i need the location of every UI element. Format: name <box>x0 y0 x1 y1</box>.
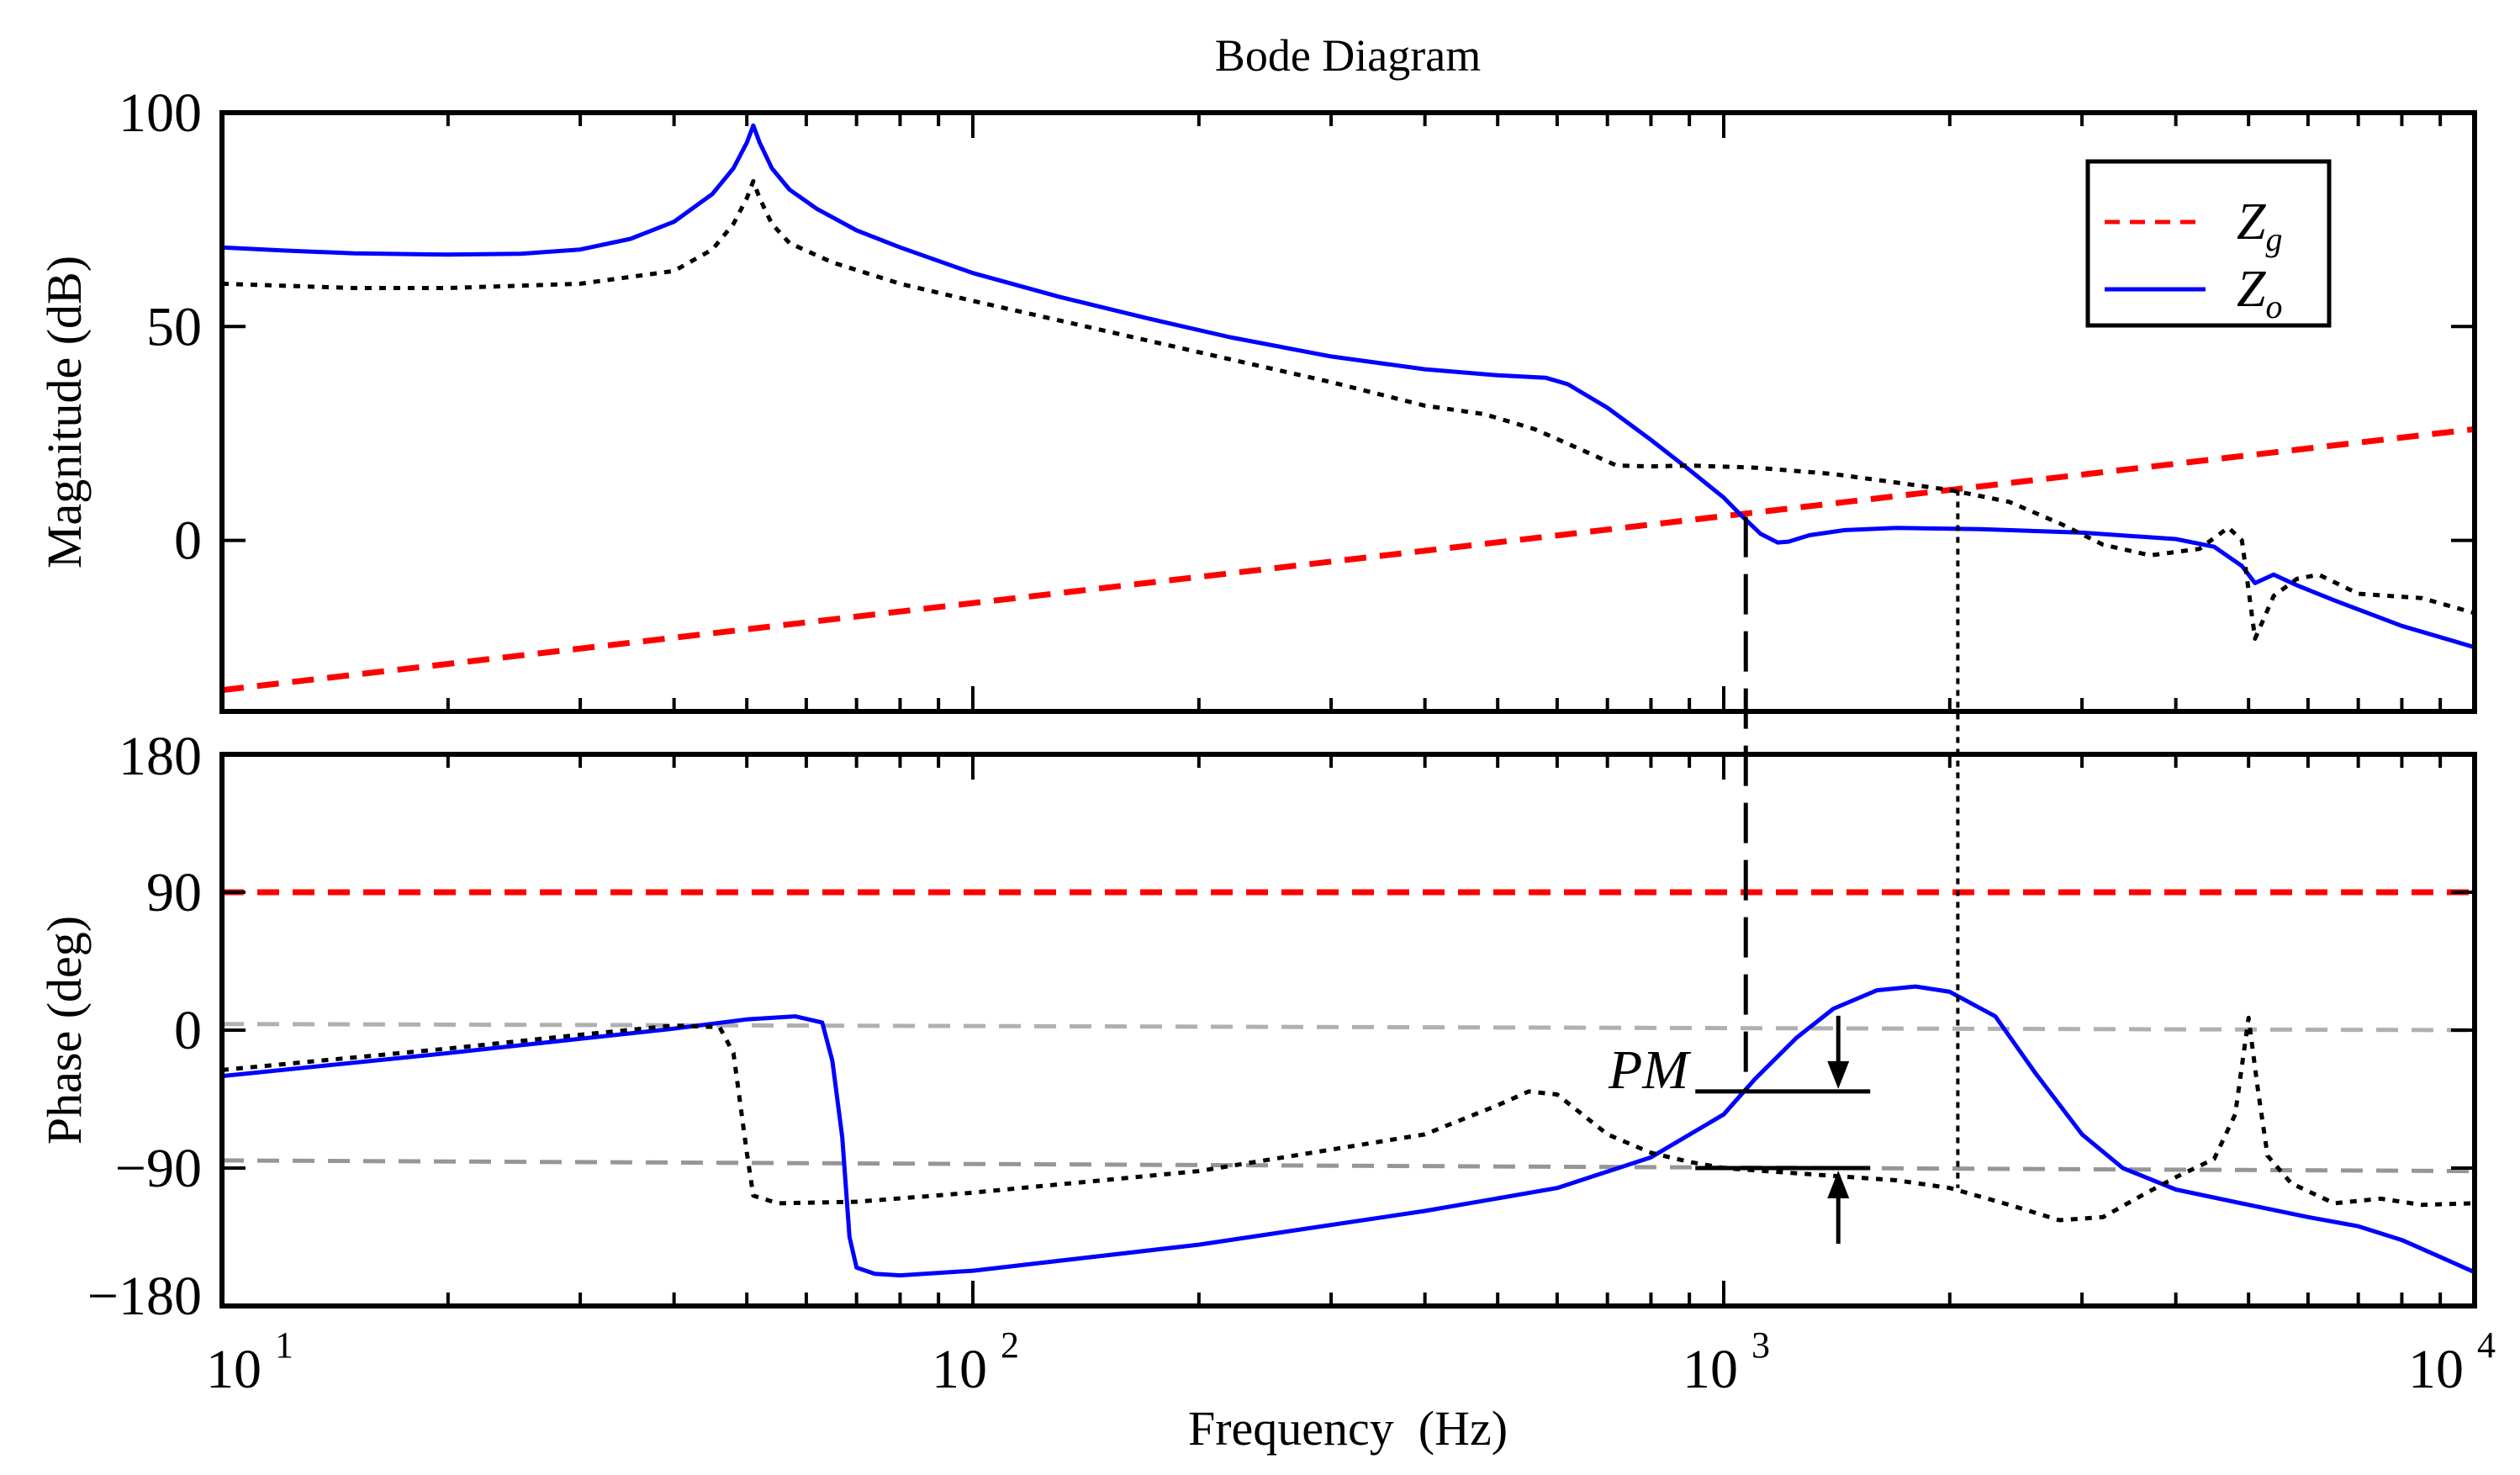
magnitude-ylabel: Magnitude (dB) <box>37 256 92 568</box>
magnitude-series-z-o <box>222 123 2475 650</box>
phase-tick-label: 0 <box>174 1000 202 1061</box>
pm-arrow-down-head <box>1827 1060 1850 1089</box>
x-tick-label: 10 <box>206 1339 262 1400</box>
phase-series-reference-0 <box>222 1022 2475 1033</box>
x-tick-label-exponent: 4 <box>2477 1324 2496 1366</box>
phase-tick-label: 180 <box>119 726 202 787</box>
magnitude-series-z-o-alt <box>222 178 2475 641</box>
x-tick-labels: 10 1 10 2 10 3 10 4 <box>206 1324 2496 1400</box>
pm-label: PM <box>1608 1039 1692 1101</box>
magnitude-panel: 100 50 0 Magnitude (dB) <box>37 82 2477 714</box>
x-tick-label: 10 <box>1683 1339 1738 1400</box>
phase-tick-label: 90 <box>146 862 202 923</box>
pm-arrow-up-head <box>1827 1171 1850 1198</box>
legend-box <box>2085 159 2332 328</box>
chart-title: Bode Diagram <box>1215 30 1481 81</box>
phase-panel: 180 90 0 −90 −180 Phase (deg) <box>37 726 2477 1327</box>
x-tick-label: 10 <box>2408 1339 2464 1400</box>
magnitude-tick-label: 0 <box>174 510 202 572</box>
annotations: PM <box>1608 489 1960 1244</box>
phase-series-lines <box>222 889 2475 1278</box>
x-tick-label: 10 <box>932 1339 987 1400</box>
magnitude-tick-label: 50 <box>146 296 202 357</box>
phase-series-z-o <box>222 984 2475 1278</box>
phase-ylabel: Phase (deg) <box>37 916 92 1145</box>
phase-tick-label: −90 <box>115 1138 202 1199</box>
x-axis-label: Frequency (Hz) <box>1188 1401 1508 1456</box>
phase-series-z-o-alt <box>222 1015 2475 1223</box>
magnitude-ticks: 100 50 0 <box>119 82 2476 711</box>
phase-tick-label: −180 <box>87 1266 202 1327</box>
phase-ticks: 180 90 0 −90 −180 <box>87 726 2476 1327</box>
x-tick-label-exponent: 2 <box>1001 1324 1019 1366</box>
magnitude-tick-label: 100 <box>119 82 202 144</box>
phase-series-reference-90 <box>222 1158 2475 1174</box>
magnitude-plot-frame <box>219 110 2477 714</box>
x-tick-label-exponent: 3 <box>1751 1324 1770 1366</box>
x-tick-label-exponent: 1 <box>275 1324 293 1366</box>
magnitude-series-z-g <box>222 426 2475 694</box>
magnitude-series-lines <box>222 123 2475 694</box>
